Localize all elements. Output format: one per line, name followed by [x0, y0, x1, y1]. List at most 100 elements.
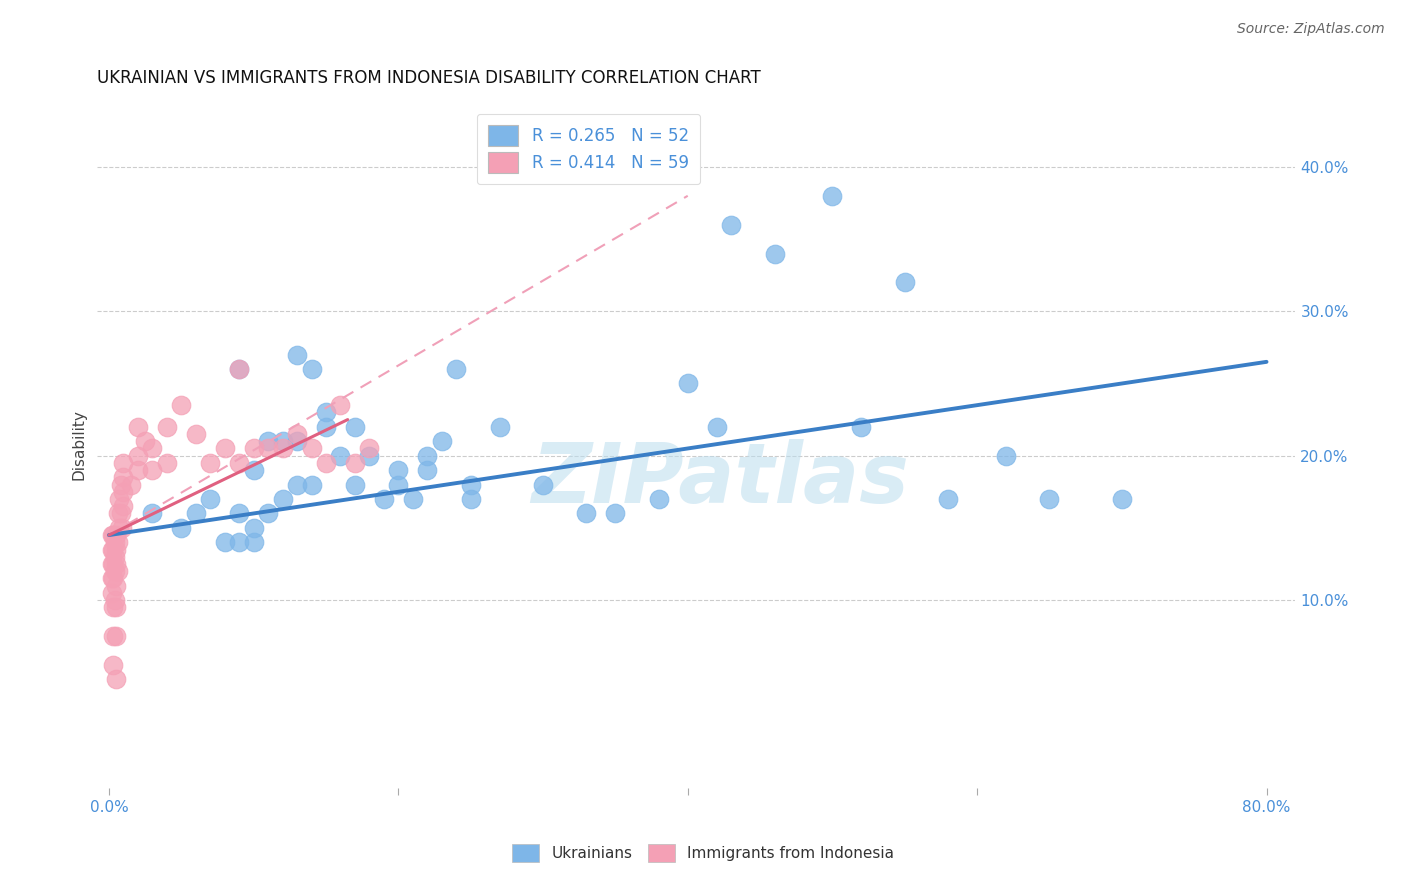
Point	[301, 442, 323, 456]
Point	[112, 484, 135, 499]
Point	[101, 528, 124, 542]
Point	[763, 246, 786, 260]
Point	[531, 477, 554, 491]
Point	[488, 419, 510, 434]
Point	[821, 189, 844, 203]
Point	[184, 427, 207, 442]
Point	[184, 507, 207, 521]
Point	[894, 276, 917, 290]
Point	[851, 419, 873, 434]
Point	[107, 564, 129, 578]
Point	[315, 456, 337, 470]
Point	[676, 376, 699, 391]
Legend: Ukrainians, Immigrants from Indonesia: Ukrainians, Immigrants from Indonesia	[506, 838, 900, 868]
Point	[156, 456, 179, 470]
Point	[103, 542, 125, 557]
Point	[720, 218, 742, 232]
Point	[242, 521, 264, 535]
Point	[111, 521, 134, 535]
Point	[257, 507, 280, 521]
Point	[387, 477, 409, 491]
Point	[285, 477, 308, 491]
Point	[242, 463, 264, 477]
Point	[343, 419, 366, 434]
Point	[257, 442, 280, 456]
Point	[214, 442, 236, 456]
Point	[257, 434, 280, 449]
Point	[359, 442, 381, 456]
Point	[127, 463, 149, 477]
Point	[214, 535, 236, 549]
Point	[156, 419, 179, 434]
Point	[648, 491, 671, 506]
Point	[120, 477, 142, 491]
Point	[101, 571, 124, 585]
Point	[460, 491, 482, 506]
Point	[101, 542, 124, 557]
Point	[430, 434, 453, 449]
Point	[105, 629, 128, 643]
Point	[141, 442, 163, 456]
Point	[108, 521, 131, 535]
Point	[170, 398, 193, 412]
Point	[104, 549, 127, 564]
Point	[329, 398, 352, 412]
Point	[402, 491, 425, 506]
Point	[110, 477, 132, 491]
Point	[271, 491, 294, 506]
Point	[301, 477, 323, 491]
Point	[387, 463, 409, 477]
Point	[103, 528, 125, 542]
Point	[271, 434, 294, 449]
Point	[101, 557, 124, 571]
Point	[105, 600, 128, 615]
Point	[103, 557, 125, 571]
Point	[228, 507, 250, 521]
Point	[108, 491, 131, 506]
Point	[101, 586, 124, 600]
Point	[200, 456, 222, 470]
Point	[134, 434, 156, 449]
Text: Source: ZipAtlas.com: Source: ZipAtlas.com	[1237, 22, 1385, 37]
Point	[105, 528, 128, 542]
Point	[112, 456, 135, 470]
Point	[170, 521, 193, 535]
Point	[105, 557, 128, 571]
Point	[605, 507, 627, 521]
Point	[103, 658, 125, 673]
Point	[103, 600, 125, 615]
Text: ZIPatlas: ZIPatlas	[531, 439, 910, 520]
Point	[110, 507, 132, 521]
Point	[343, 477, 366, 491]
Point	[706, 419, 728, 434]
Point	[373, 491, 395, 506]
Point	[107, 507, 129, 521]
Y-axis label: Disability: Disability	[72, 409, 86, 480]
Point	[416, 463, 439, 477]
Point	[315, 405, 337, 419]
Point	[995, 449, 1018, 463]
Point	[105, 542, 128, 557]
Point	[104, 535, 127, 549]
Point	[271, 442, 294, 456]
Point	[200, 491, 222, 506]
Point	[104, 593, 127, 607]
Point	[285, 434, 308, 449]
Point	[301, 362, 323, 376]
Point	[103, 571, 125, 585]
Point	[105, 673, 128, 687]
Point	[329, 449, 352, 463]
Point	[228, 362, 250, 376]
Point	[112, 500, 135, 514]
Point	[575, 507, 598, 521]
Point	[103, 629, 125, 643]
Point	[359, 449, 381, 463]
Point	[228, 535, 250, 549]
Point	[444, 362, 467, 376]
Point	[343, 456, 366, 470]
Point	[285, 348, 308, 362]
Point	[104, 564, 127, 578]
Point	[112, 470, 135, 484]
Point	[1038, 491, 1060, 506]
Point	[460, 477, 482, 491]
